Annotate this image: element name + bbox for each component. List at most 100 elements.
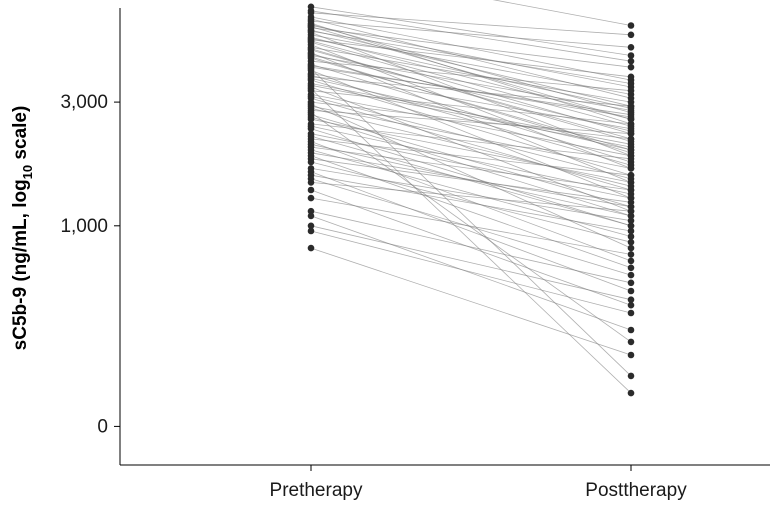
posttherapy-point	[627, 279, 635, 287]
pair-line	[310, 40, 632, 127]
pair-line	[310, 225, 632, 301]
pair-line	[310, 60, 632, 92]
posttherapy-point	[627, 52, 635, 59]
pair-line	[310, 27, 632, 68]
posttherapy-point	[627, 190, 635, 198]
pair-line	[310, 86, 632, 212]
pretherapy-point	[307, 23, 315, 30]
pair-line	[310, 230, 632, 314]
pretherapy-point	[307, 207, 315, 215]
pair-line	[310, 30, 632, 84]
posttherapy-point	[627, 115, 635, 123]
posttherapy-point	[627, 222, 635, 230]
pair-line	[310, 210, 632, 284]
pair-line	[310, 189, 632, 306]
posttherapy-point	[627, 161, 635, 169]
posttherapy-point	[627, 127, 635, 135]
pair-line	[310, 155, 632, 269]
pretherapy-point	[307, 244, 315, 252]
pair-line	[492, 0, 632, 26]
posttherapy-point	[627, 87, 635, 94]
pair-line	[310, 133, 632, 199]
pretherapy-point	[307, 109, 315, 116]
pair-line	[310, 174, 632, 232]
pair-line	[310, 65, 632, 118]
pair-lines	[310, 0, 632, 394]
pair-line	[310, 20, 632, 48]
pair-line	[310, 57, 632, 151]
y-ticks: 0 1,000 3,000	[60, 92, 120, 437]
posttherapy-point	[627, 175, 635, 183]
pair-line	[310, 152, 632, 208]
pair-line	[310, 25, 632, 88]
pair-line	[310, 24, 632, 113]
pair-line	[310, 103, 632, 249]
posttherapy-point	[627, 31, 635, 39]
pair-line	[310, 44, 632, 169]
posttherapy-point	[627, 199, 635, 206]
pair-line	[310, 48, 632, 142]
pair-line	[310, 215, 632, 331]
pair-line	[310, 95, 632, 180]
pretherapy-point	[307, 65, 315, 73]
pretherapy-point	[307, 7, 315, 15]
pair-line	[310, 97, 632, 191]
pair-line	[310, 182, 632, 212]
posttherapy-point	[627, 287, 635, 295]
pair-line	[310, 53, 632, 132]
pair-line	[310, 138, 632, 176]
pretherapy-point	[307, 35, 315, 42]
pair-line	[310, 18, 632, 99]
pair-line	[310, 46, 632, 103]
pretherapy-point	[307, 15, 315, 23]
pair-line	[310, 197, 632, 255]
posttherapy-point	[627, 264, 635, 272]
posttherapy-point	[627, 271, 635, 279]
posttherapy-point	[627, 73, 635, 81]
pair-line	[310, 110, 632, 135]
x-tick-label: Posttherapy	[585, 480, 687, 501]
posttherapy-point	[627, 389, 635, 397]
posttherapy-point	[627, 257, 635, 265]
pretherapy-point	[307, 27, 315, 35]
pair-line	[310, 38, 632, 109]
posttherapy-point	[627, 94, 635, 102]
pair-line	[310, 88, 632, 394]
posttherapy-point	[627, 244, 635, 252]
pair-line	[310, 6, 632, 56]
pair-line	[310, 84, 632, 148]
pair-line	[310, 125, 632, 195]
pretherapy-point	[307, 222, 315, 230]
posttherapy-point	[627, 309, 635, 317]
posttherapy-point	[627, 301, 635, 309]
posttherapy-point	[627, 227, 635, 235]
pair-line	[310, 94, 632, 157]
pair-line	[310, 68, 632, 377]
posttherapy-point	[627, 217, 635, 224]
pretherapy-point	[307, 179, 315, 186]
posttherapy-point	[627, 105, 635, 112]
pretherapy-point	[307, 132, 315, 140]
pretherapy-point	[307, 186, 315, 194]
pair-line	[310, 73, 632, 130]
pair-line	[310, 116, 632, 217]
pair-line	[310, 16, 632, 81]
posttherapy-point	[627, 57, 635, 65]
posttherapy-point	[627, 338, 635, 346]
pretherapy-point	[307, 158, 315, 166]
pair-line	[310, 112, 632, 343]
posttherapy-point	[627, 233, 635, 240]
y-tick-label: 0	[97, 416, 108, 437]
posttherapy-point	[627, 238, 635, 246]
pair-line	[310, 168, 632, 222]
y-tick-label: 3,000	[60, 92, 108, 113]
posttherapy-point	[627, 207, 635, 215]
pretherapy-point	[307, 50, 315, 58]
posttherapy-point	[627, 122, 635, 130]
posttherapy-point	[627, 63, 635, 71]
posttherapy-point	[627, 326, 635, 334]
y-axis-title: sC5b-9 (ng/mL, log10 scale)	[10, 106, 35, 351]
pair-line	[310, 107, 632, 187]
y-tick-label: 1,000	[60, 216, 108, 237]
posttherapy-point	[627, 155, 635, 163]
